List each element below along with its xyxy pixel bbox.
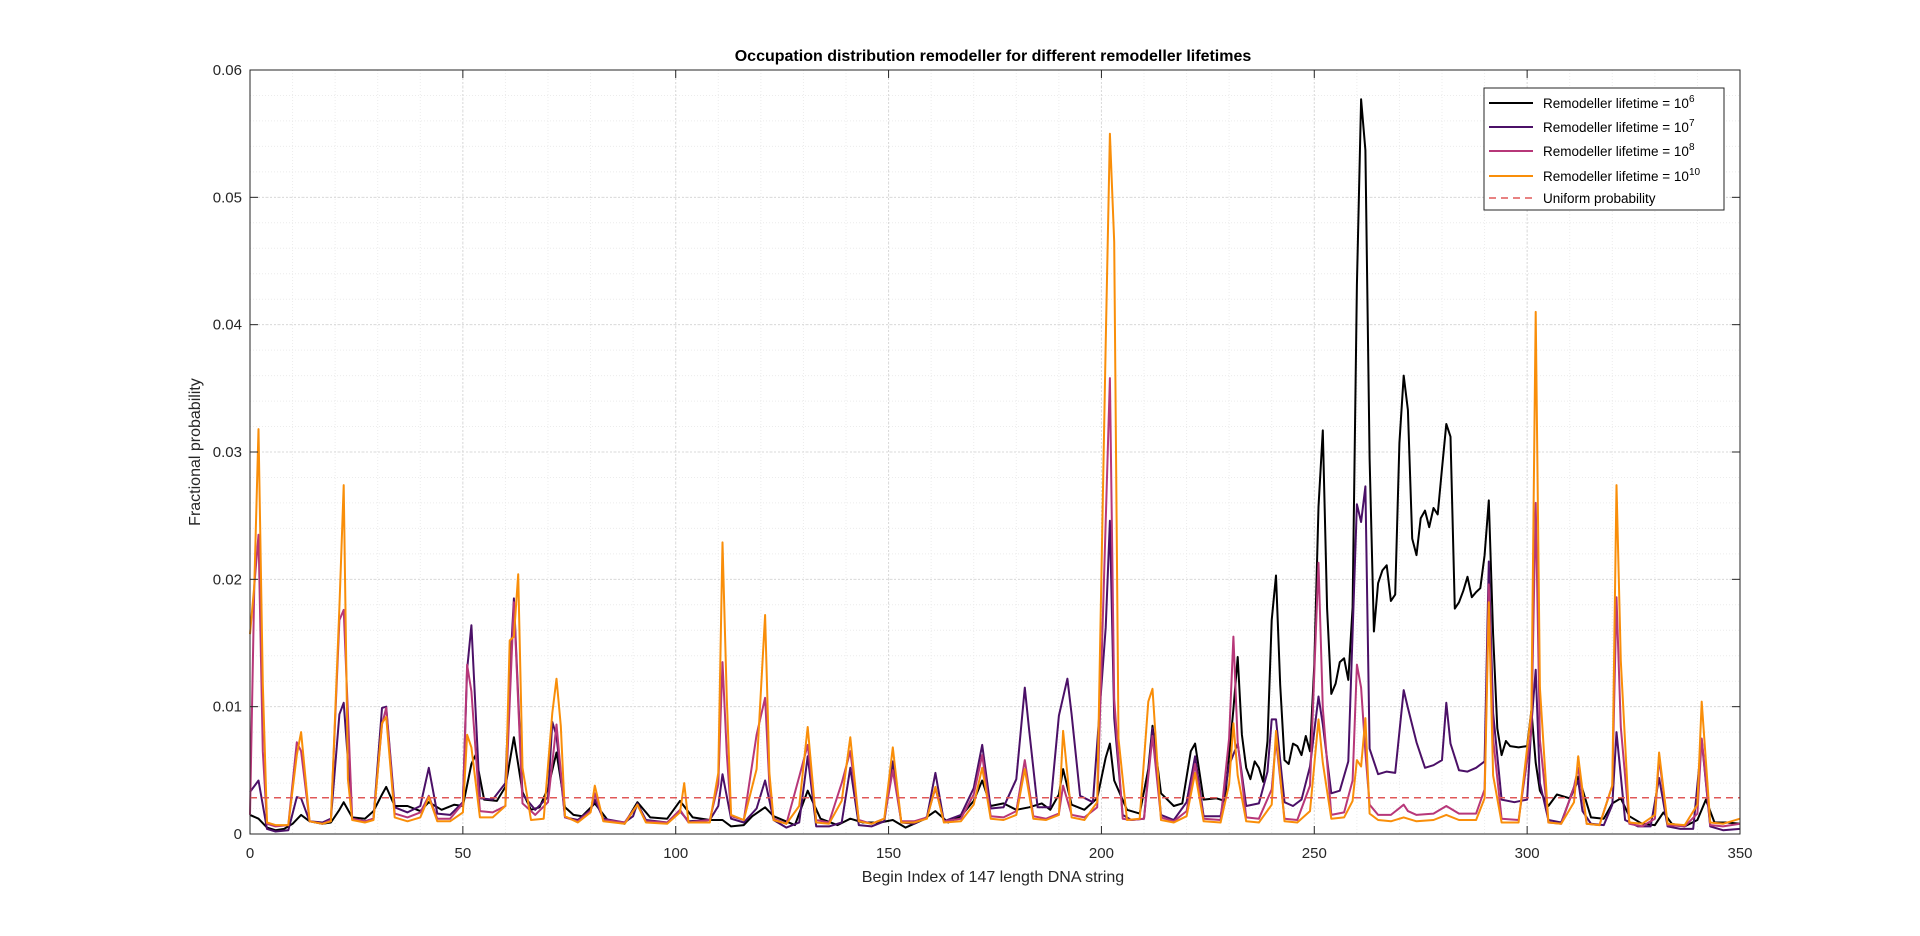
x-tick-label: 200 bbox=[1089, 845, 1114, 862]
chart-title: Occupation distribution remodeller for d… bbox=[735, 48, 1252, 65]
y-tick-label: 0.04 bbox=[213, 317, 242, 334]
legend-entry-1: Remodeller lifetime = 106 bbox=[1489, 94, 1695, 111]
legend-label-3: Remodeller lifetime = 108 bbox=[1543, 142, 1695, 159]
legend: Remodeller lifetime = 106 Remodeller lif… bbox=[1483, 87, 1725, 211]
y-tick-label: 0 bbox=[234, 826, 242, 843]
legend-label-1: Remodeller lifetime = 106 bbox=[1543, 94, 1695, 111]
series-group bbox=[249, 98, 1741, 833]
x-axis: 0 50 100 150 200 250 300 350 bbox=[246, 70, 1753, 862]
y-tick-label: 0.05 bbox=[213, 189, 242, 206]
y-axis: 0 0.01 0.02 0.03 0.04 0.05 0.06 bbox=[213, 62, 1740, 843]
x-tick-label: 100 bbox=[663, 845, 688, 862]
x-tick-label: 150 bbox=[876, 845, 901, 862]
x-tick-label: 350 bbox=[1727, 845, 1752, 862]
legend-box bbox=[1483, 87, 1725, 211]
series-line-2 bbox=[249, 485, 1741, 833]
x-tick-label: 250 bbox=[1302, 845, 1327, 862]
y-tick-label: 0.03 bbox=[213, 444, 242, 461]
legend-entry-4: Remodeller lifetime = 1010 bbox=[1489, 167, 1701, 184]
legend-label-5: Uniform probability bbox=[1543, 191, 1656, 206]
legend-label-2: Remodeller lifetime = 107 bbox=[1543, 118, 1695, 135]
y-axis-label: Fractional probability bbox=[187, 378, 204, 526]
y-tick-label: 0.06 bbox=[213, 62, 242, 79]
legend-entry-3: Remodeller lifetime = 108 bbox=[1489, 142, 1695, 159]
y-tick-label: 0.02 bbox=[213, 571, 242, 588]
series-line-4 bbox=[249, 132, 1741, 827]
x-axis-label: Begin Index of 147 length DNA string bbox=[862, 869, 1124, 886]
legend-entry-5: Uniform probability bbox=[1489, 191, 1656, 206]
legend-entry-2: Remodeller lifetime = 107 bbox=[1489, 118, 1695, 135]
y-tick-label: 0.01 bbox=[213, 699, 242, 716]
legend-label-4: Remodeller lifetime = 1010 bbox=[1543, 167, 1701, 184]
x-tick-label: 300 bbox=[1515, 845, 1540, 862]
x-tick-label: 50 bbox=[455, 845, 472, 862]
x-tick-label: 0 bbox=[246, 845, 254, 862]
